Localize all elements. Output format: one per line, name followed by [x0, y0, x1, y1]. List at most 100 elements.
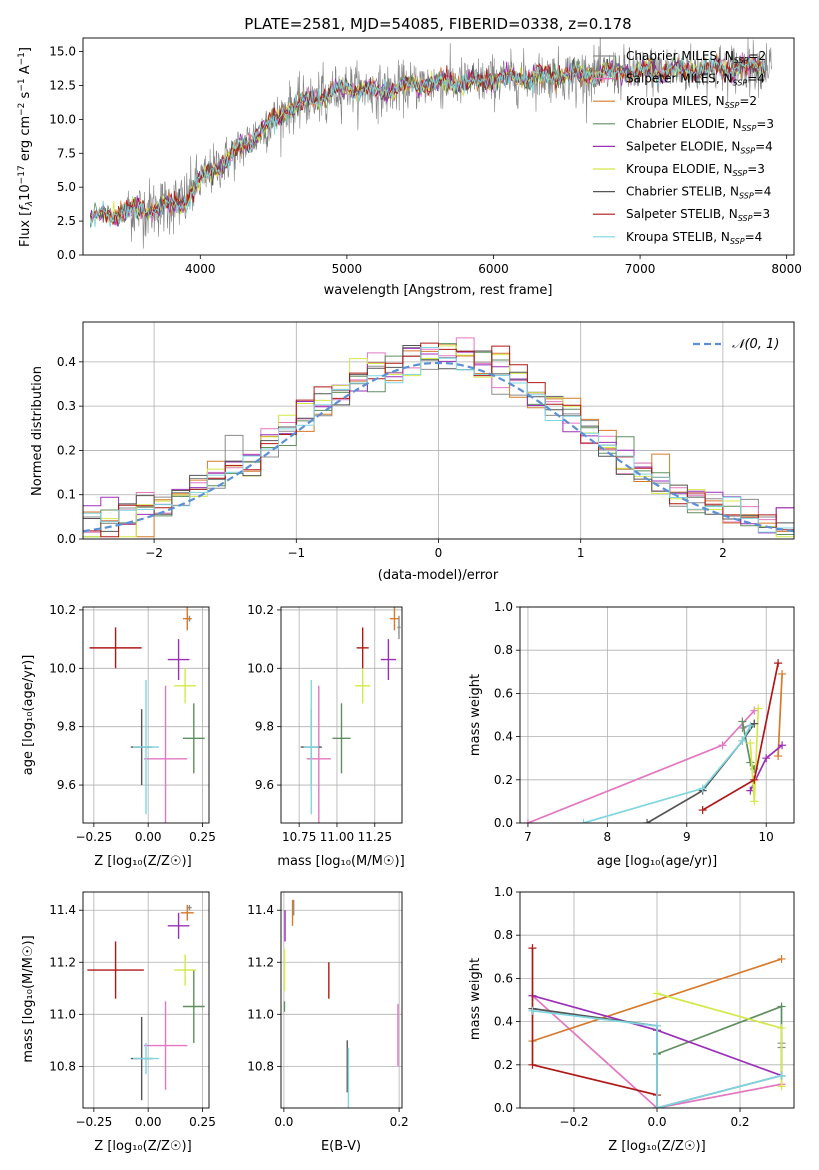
weight-vs-age-marker-chabrier-stelib: [643, 819, 652, 823]
age-vs-mass-xtick-label: 11.00: [320, 830, 354, 844]
wZ-xlabel: Z [log₁₀(Z/Z☉)]: [608, 1139, 705, 1154]
age-vs-Z-point-salpeter-miles: [143, 685, 188, 823]
weight-vs-Z-ytick-label: 0.2: [494, 1058, 513, 1072]
weight-vs-Z-xtick-label: 0.0: [647, 1115, 666, 1129]
weight-vs-Z-line-kroupa-miles: [532, 958, 782, 1042]
mass-vs-EBV-ytick-label: 10.8: [247, 1059, 274, 1073]
weight-vs-age-line-kroupa-miles: [777, 673, 783, 757]
age-vs-Z-xtick-label: 0.25: [189, 830, 216, 844]
weight-vs-age-ytick-label: 1.0: [494, 600, 513, 614]
weight-vs-age-marker-kroupa-stelib: [746, 721, 755, 730]
age-vs-metallicity-panel: −0.25 0.00 0.25 9.6 9.8 10.0 10.2 Z [log₁₀(Z/Z…: [21, 603, 216, 869]
spectrum-ytick-label: 5.0: [57, 180, 76, 194]
mass-vs-EBV-ytick-label: 11.4: [247, 903, 274, 917]
weight-vs-age-marker-kroupa-stelib: [698, 784, 707, 793]
wZ-ylabel: mass weight: [468, 958, 483, 1040]
spectrum-title: PLATE=2581, MJD=54085, FIBERID=0338, z=0…: [244, 15, 631, 33]
residuals-ytick-label: 0.2: [57, 443, 76, 457]
legend-label-chabrier-stelib: Chabrier STELIB, NSSP=4: [626, 185, 771, 201]
residuals-xtick-label: 2: [719, 546, 727, 560]
age-vs-mass-point-chabrier-miles: [397, 615, 401, 640]
weight-vs-Z-line-kroupa-stelib: [532, 1009, 782, 1108]
age-vs-Z-point-chabrier-elodie: [182, 703, 205, 774]
age-vs-Z-xtick-label: 0.00: [135, 830, 162, 844]
weight-vs-age-marker-kroupa-elodie: [754, 704, 763, 713]
model-spectrum-kroupa-stelib: [89, 54, 766, 228]
residuals-frame: [82, 321, 795, 540]
mass-vs-Z-xtick-label: 0.00: [135, 1115, 162, 1129]
weight-vs-Z-marker-kroupa-elodie: [777, 1024, 786, 1033]
weight-vs-Z-ytick-label: 0.4: [494, 1015, 513, 1029]
age-vs-Z-ytick-label: 10.0: [49, 661, 76, 675]
weight-vs-metallicity-panel: −0.2 0.0 0.2 0.0 0.2 0.4 0.6 0.8 1.0 Z [log₁₀(Z/…: [468, 885, 795, 1154]
age-vs-Z-point-kroupa-miles: [182, 607, 192, 631]
weight-vs-age-marker-kroupa-stelib: [579, 819, 588, 823]
weight-vs-age-xtick-label: 7: [524, 830, 532, 844]
legend-label-normal: 𝒩(0, 1): [732, 337, 779, 352]
weight-vs-Z-ytick-label: 1.0: [494, 885, 513, 899]
weight-vs-age-marker-kroupa-miles: [778, 669, 787, 678]
weight-vs-age-marker-salpeter-elodie: [778, 741, 787, 750]
age-vs-mass-ytick-label: 10.0: [247, 661, 274, 675]
legend-label-salpeter-miles: Salpeter MILES, NSSP=4: [626, 72, 765, 88]
weight-vs-Z-line-salpeter-miles: [531, 995, 782, 1108]
spectrum-ytick-label: 12.5: [49, 78, 76, 92]
age-vs-Z-point-kroupa-elodie: [174, 668, 196, 704]
age-vs-mass-ytick-label: 9.8: [255, 720, 274, 734]
residuals-ytick-label: 0.4: [57, 355, 76, 369]
weight-vs-Z-marker-chabrier-elodie: [777, 1002, 786, 1011]
age-vs-mass-xtick-label: 11.25: [358, 830, 392, 844]
weight-vs-Z-marker-kroupa-stelib: [528, 1006, 537, 1015]
mass-vs-Z-xtick-label: 0.25: [189, 1115, 216, 1129]
residuals-xtick-label: 1: [577, 546, 585, 560]
weight-vs-Z-marker-kroupa-elodie: [653, 989, 661, 998]
weight-vs-age-marker-chabrier-elodie: [738, 717, 747, 726]
residual-histogram-panel: −2 −1 0 1 2 0.0 0.1 0.2 0.3 0.4 (data-model)/erro…: [30, 321, 795, 583]
weight-vs-age-marker-salpeter-stelib: [698, 806, 707, 815]
weight-vs-age-marker-kroupa-miles: [774, 752, 783, 761]
mass-vs-Z-point-kroupa-miles: [180, 905, 194, 921]
mass-vs-EBV-xtick-label: 0.2: [390, 1115, 409, 1129]
ageZ-ylabel: age [log₁₀(age/yr)]: [21, 655, 36, 776]
residuals-ylabel: Normed distribution: [30, 366, 45, 496]
weight-vs-Z-xtick-label: 0.2: [730, 1115, 749, 1129]
weight-vs-Z-marker-salpeter-stelib: [528, 944, 537, 953]
weight-vs-age-marker-kroupa-elodie: [750, 797, 759, 806]
mass-vs-metallicity-panel: −0.25 0.00 0.25 10.8 11.0 11.2 11.4 Z [log₁₀(Z…: [21, 891, 216, 1154]
weight-vs-age-panel: 7 8 9 10 0.0 0.2 0.4 0.6 0.8 1.0 age [log₁₀(age/y…: [468, 600, 795, 869]
weight-vs-age-marker-salpeter-elodie: [762, 754, 771, 763]
weight-vs-Z-frame: [519, 891, 795, 1109]
weight-vs-age-ytick-label: 0.6: [494, 686, 513, 700]
age-vs-Z-ytick-label: 9.6: [57, 778, 76, 792]
residuals-xtick-label: −1: [287, 546, 305, 560]
weight-vs-Z-marker-kroupa-stelib: [653, 1021, 661, 1030]
mass-vs-Z-frame: [82, 891, 210, 1109]
spectrum-xtick-label: 7000: [625, 262, 656, 276]
spectrum-frame: [82, 37, 795, 256]
weight-vs-age-line-kroupa-stelib: [583, 725, 752, 823]
spectrum-ytick-label: 2.5: [57, 214, 76, 228]
weight-vs-age-ytick-label: 0.0: [494, 816, 513, 830]
age-vs-Z-xtick-label: −0.25: [75, 830, 112, 844]
legend-label-kroupa-miles: Kroupa MILES, NSSP=2: [626, 94, 757, 110]
mass-vs-Z-point-chabrier-miles: [187, 905, 192, 911]
spectrum-ytick-label: 7.5: [57, 146, 76, 160]
weight-vs-age-xtick-label: 9: [683, 830, 691, 844]
ageM-xlabel: mass [log₁₀(M/M☉)]: [277, 854, 404, 869]
residuals-xtick-label: 0: [435, 546, 443, 560]
age-vs-mass-point-kroupa-elodie: [355, 668, 371, 704]
weight-vs-age-ytick-label: 0.8: [494, 643, 513, 657]
weight-vs-Z-marker-kroupa-elodie: [777, 1082, 786, 1091]
weight-vs-age-marker-salpeter-miles: [523, 819, 532, 823]
weight-vs-age-marker-kroupa-elodie: [746, 739, 755, 748]
ageZ-xlabel: Z [log₁₀(Z/Z☉)]: [94, 854, 191, 869]
massZ-ylabel: mass [log₁₀(M/M☉)]: [21, 935, 36, 1062]
age-vs-mass-point-kroupa-miles: [389, 607, 399, 631]
spectrum-ytick-label: 0.0: [57, 248, 76, 262]
mass-vs-Z-point-salpeter-miles: [143, 1001, 188, 1090]
weight-vs-Z-marker-kroupa-stelib: [777, 1071, 786, 1080]
mass-vs-EBV-xtick-label: 0.0: [274, 1115, 293, 1129]
wAge-ylabel: mass weight: [468, 674, 483, 756]
normal-distribution-curve: [83, 361, 794, 533]
massEBV-xlabel: E(B-V): [321, 1139, 361, 1154]
